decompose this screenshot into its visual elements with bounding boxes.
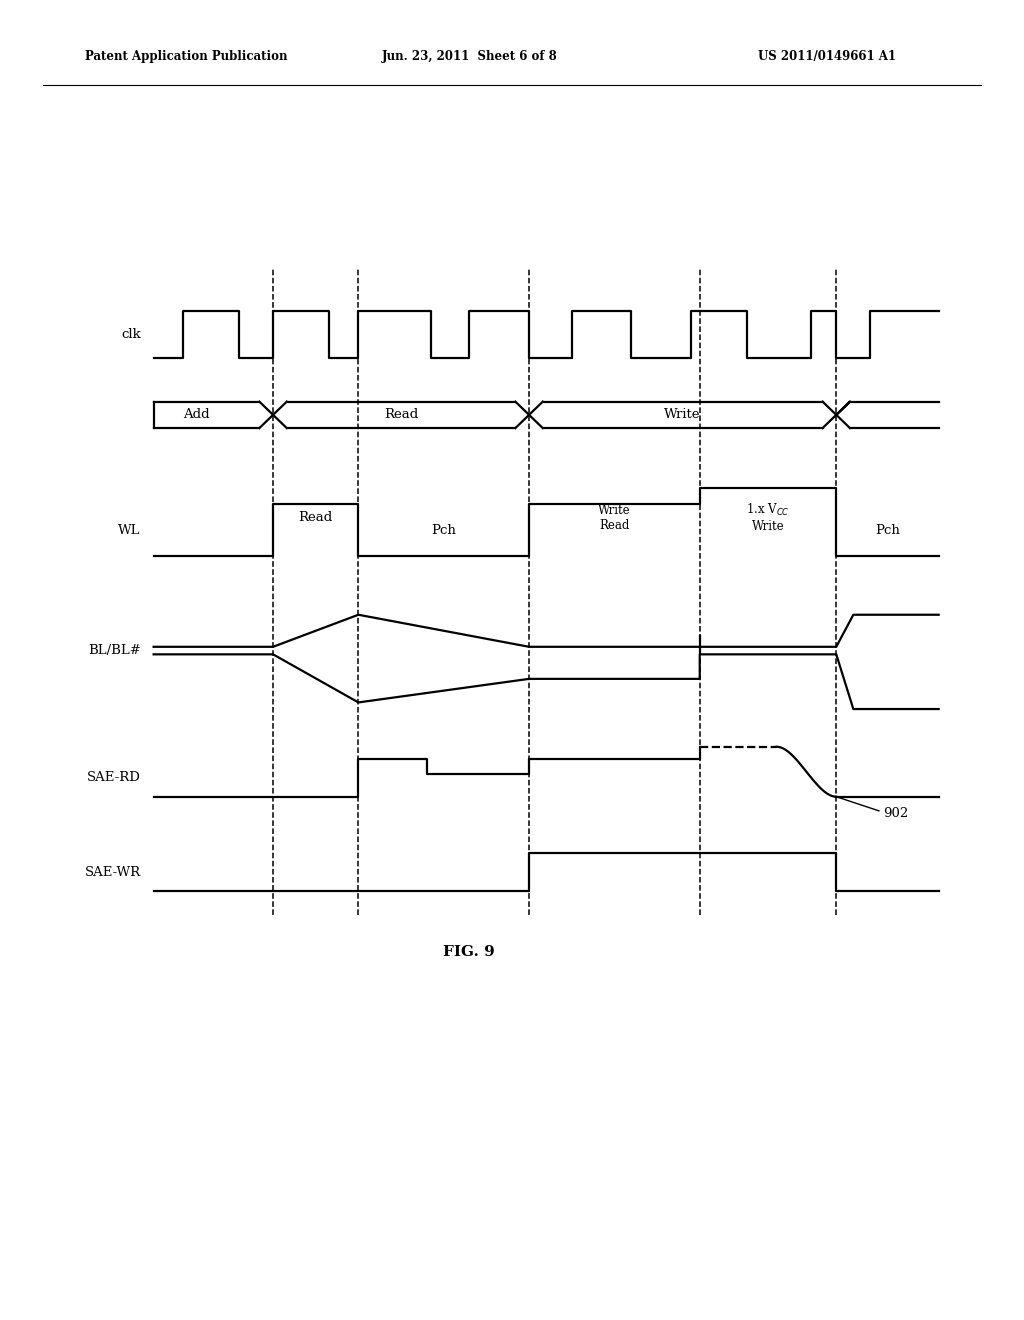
Text: Pch: Pch [876,524,900,537]
Text: Read: Read [299,511,333,524]
Text: WL: WL [119,524,141,537]
Text: Write: Write [665,408,700,421]
Text: Patent Application Publication: Patent Application Publication [85,50,288,63]
Text: Jun. 23, 2011  Sheet 6 of 8: Jun. 23, 2011 Sheet 6 of 8 [382,50,557,63]
Text: BL/BL#: BL/BL# [88,644,141,657]
Text: Read: Read [384,408,418,421]
Text: SAE-RD: SAE-RD [87,771,141,784]
Text: 1.x V$_{CC}$
Write: 1.x V$_{CC}$ Write [746,502,790,533]
Text: clk: clk [121,329,141,341]
Text: US 2011/0149661 A1: US 2011/0149661 A1 [758,50,896,63]
Text: FIG. 9: FIG. 9 [443,945,496,960]
Text: Pch: Pch [431,524,456,537]
Text: 902: 902 [883,808,908,820]
Text: SAE-WR: SAE-WR [85,866,141,879]
Text: Write
Read: Write Read [598,504,631,532]
Text: Add: Add [183,408,210,421]
